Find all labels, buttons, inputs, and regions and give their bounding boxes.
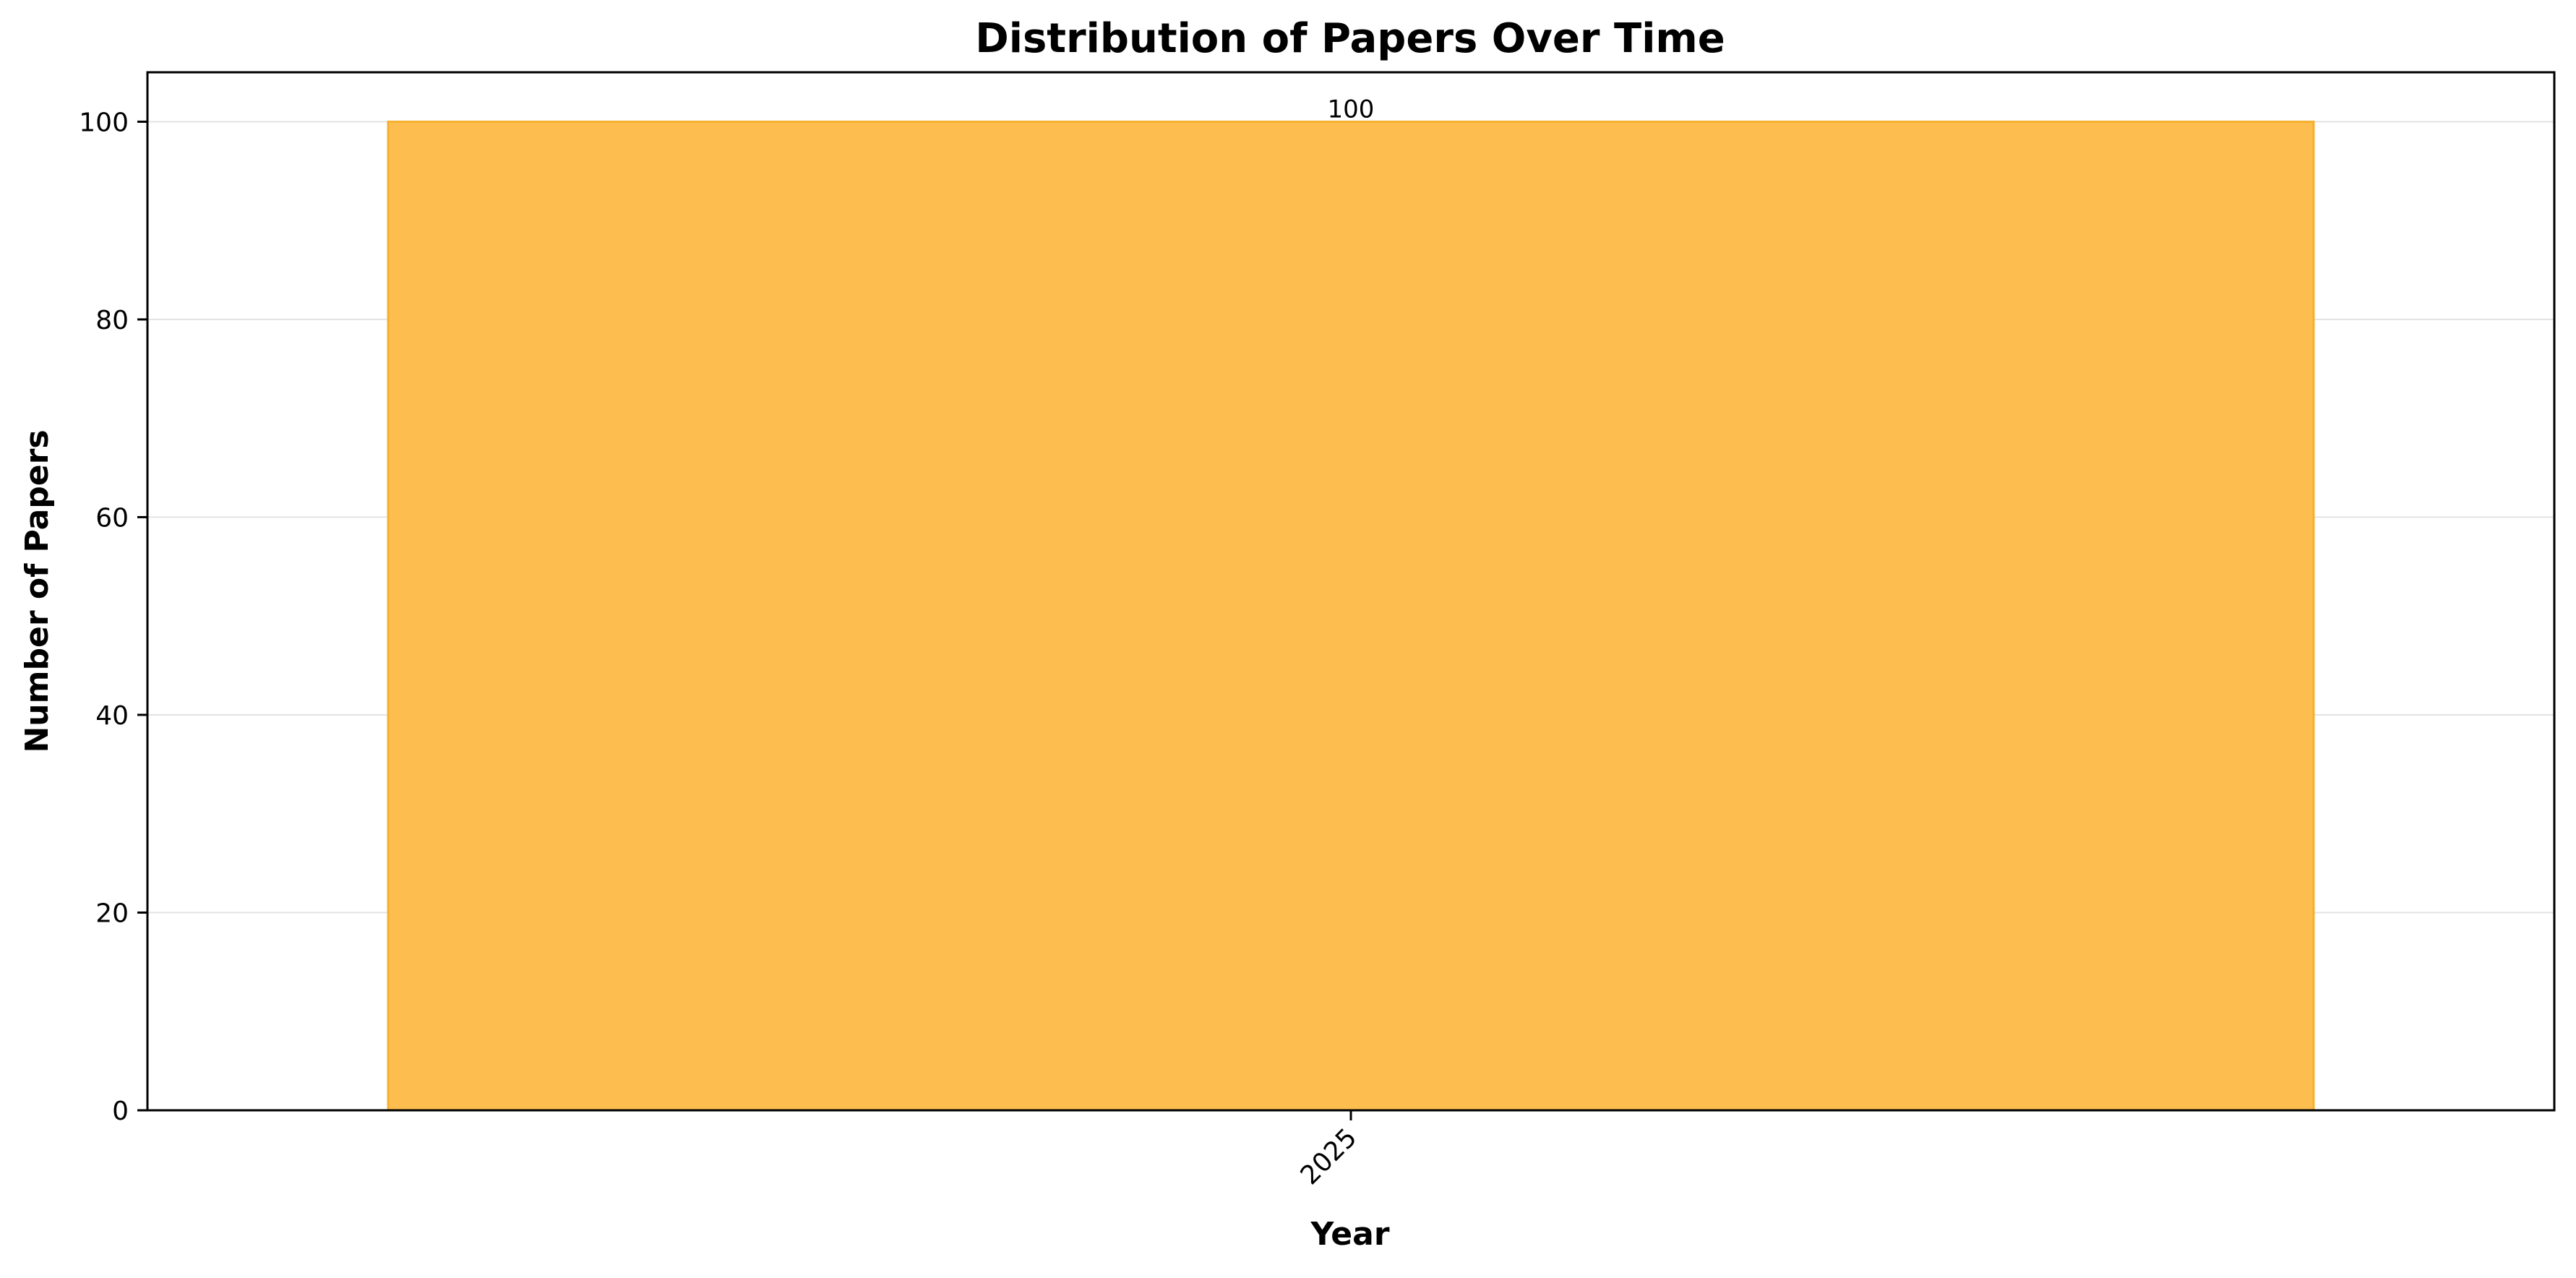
- bars: [387, 120, 2315, 1112]
- y-axis-label: Number of Papers: [19, 429, 56, 752]
- y-tick-label: 40: [95, 701, 129, 731]
- y-axis-ticks: 0 20 40 60 80 100: [79, 108, 147, 1126]
- y-tick-label: 80: [95, 306, 129, 335]
- y-tick-label: 100: [79, 108, 129, 137]
- x-tick-label: 2025: [1295, 1123, 1363, 1191]
- y-tick-label: 0: [112, 1097, 129, 1126]
- y-tick-label: 60: [95, 503, 129, 533]
- bar-value-label: 100: [1328, 95, 1375, 124]
- bar: [387, 120, 2315, 1112]
- data-labels: 100: [1328, 95, 1375, 124]
- chart-title: Distribution of Papers Over Time: [975, 15, 1725, 62]
- x-axis-label: Year: [1310, 1216, 1389, 1253]
- y-tick-label: 20: [95, 899, 129, 928]
- x-axis-ticks: 2025: [1295, 1110, 1363, 1191]
